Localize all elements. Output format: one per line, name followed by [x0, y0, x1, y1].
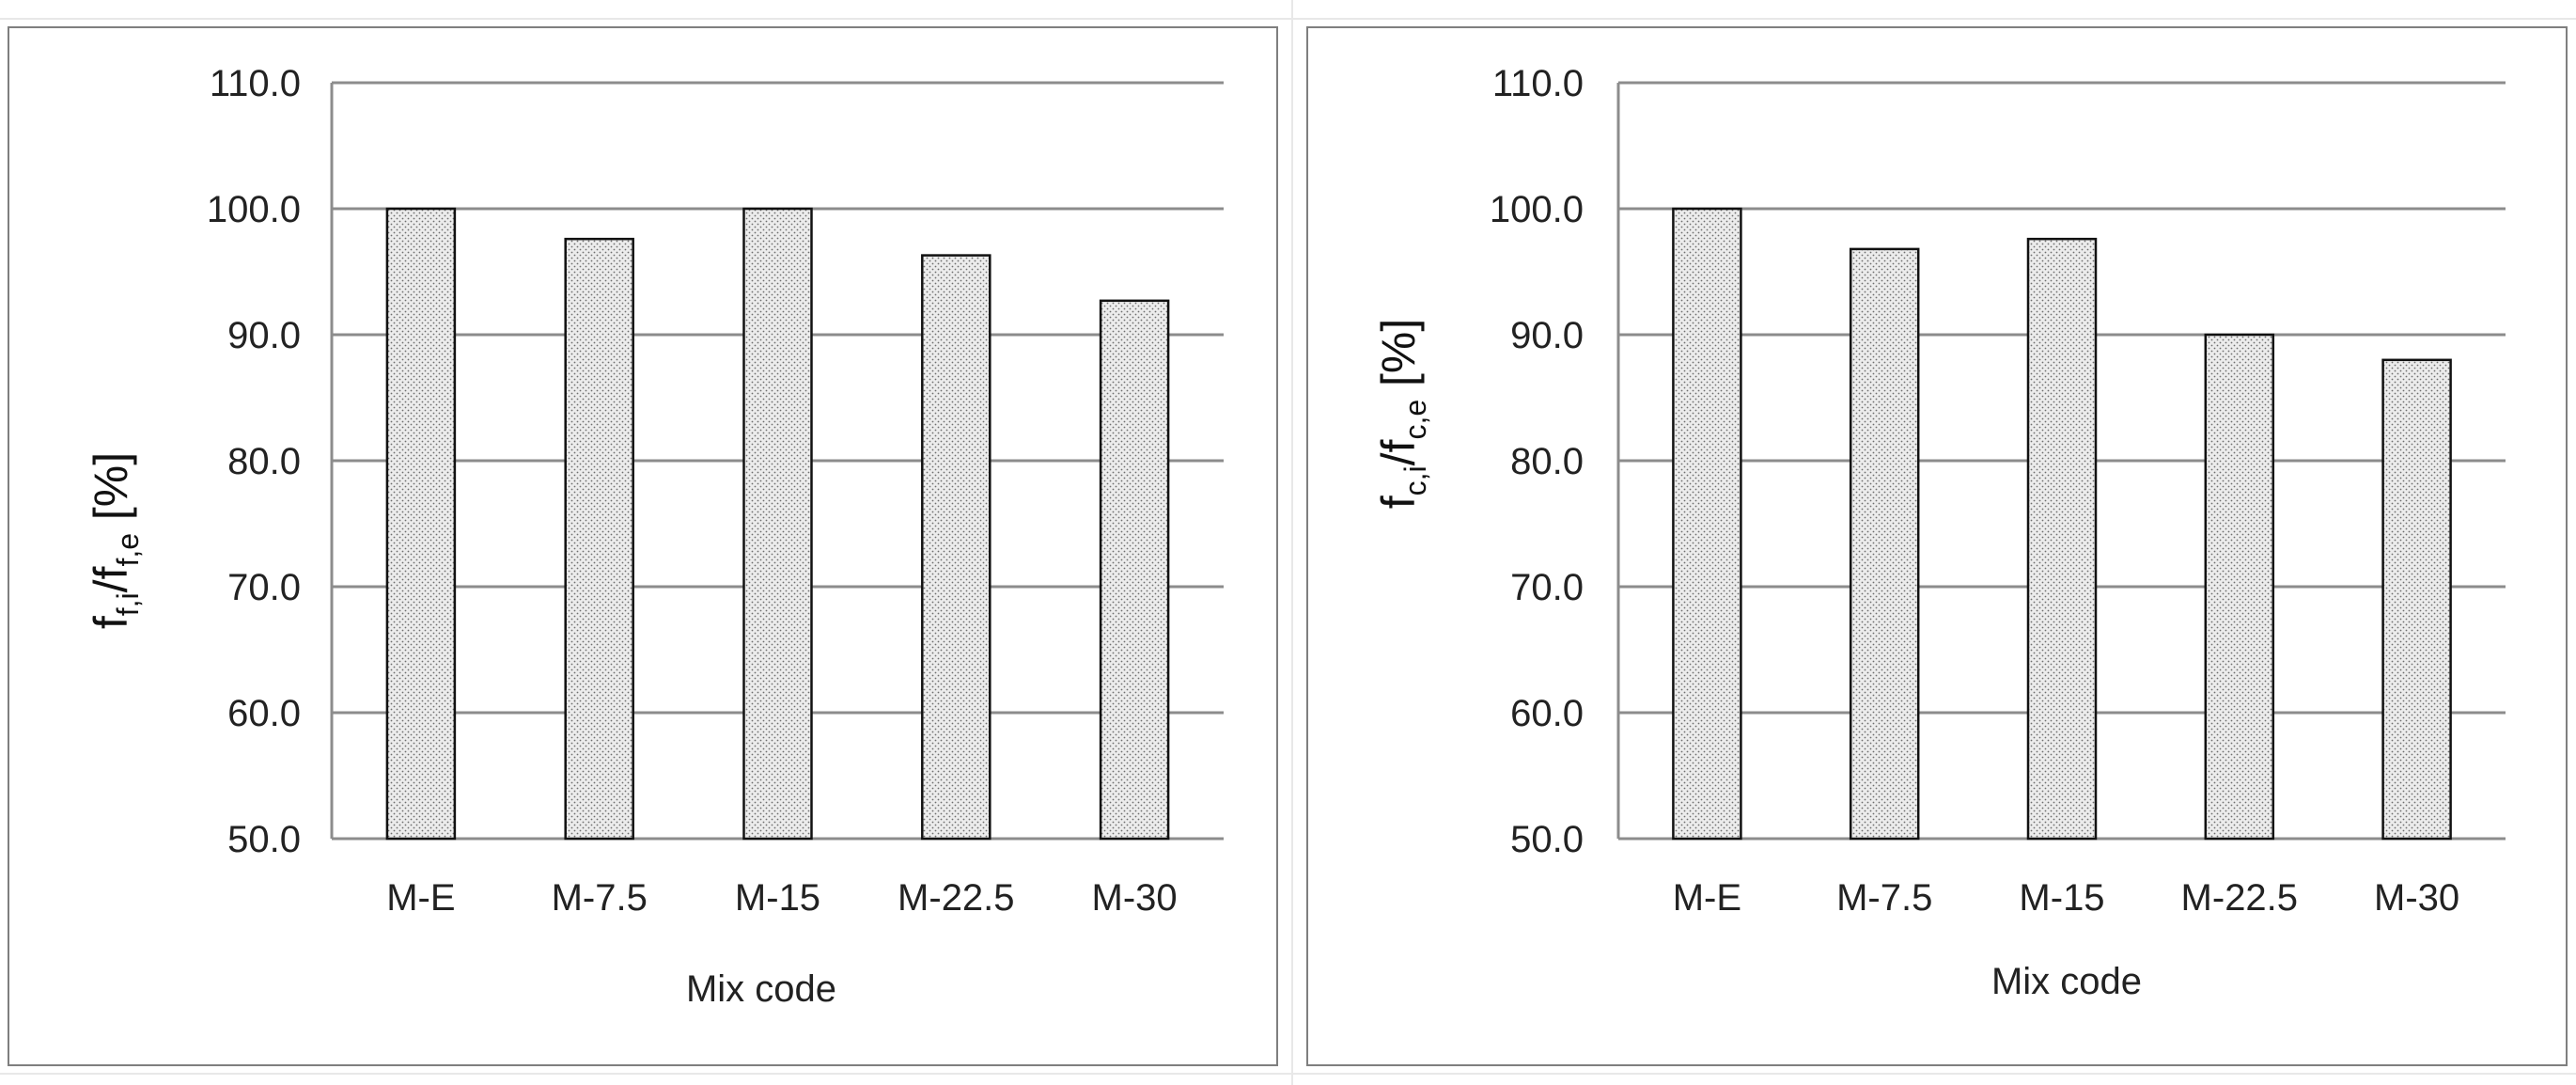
y-axis-title-sub2: f,e: [111, 533, 145, 567]
x-tick-label: M-E: [386, 877, 455, 919]
y-tick-label: 60.0: [227, 693, 301, 734]
bar-m-22-5: [2204, 333, 2275, 841]
chart-panel-left: 50.0 60.0 70.0 80.0 90.0 100.0 110.0 M-E M-7.5 M…: [8, 26, 1278, 1066]
y-axis-title-sub1: c,i: [1398, 465, 1432, 495]
y-tick-label: 110.0: [210, 63, 301, 104]
x-axis-title: Mix code: [686, 968, 836, 1010]
y-axis-title-sub2: c,e: [1398, 400, 1432, 440]
y-axis-title-base1: f: [1372, 495, 1425, 509]
x-tick-label: M-15: [735, 877, 820, 919]
y-axis-title-sub1: f,i: [111, 592, 145, 616]
bar-m-7-5: [1849, 247, 1920, 841]
x-tick-label: M-22.5: [898, 877, 1015, 919]
y-tick-label: 90.0: [1510, 315, 1584, 356]
y-axis-title-slash: /: [85, 579, 137, 592]
y-axis-title: ff,i/ff,e [%]: [85, 452, 145, 629]
bar-m-30: [1099, 299, 1170, 841]
y-axis-title-base1: f: [85, 616, 137, 629]
y-axis-title-base2: f: [1372, 439, 1425, 452]
y-tick-label: 80.0: [1510, 441, 1584, 482]
y-tick-label: 100.0: [1490, 189, 1584, 230]
y-axis-title: fc,i/fc,e [%]: [1372, 319, 1432, 510]
bar-m-22-5: [921, 254, 991, 841]
x-tick-label: M-30: [2374, 877, 2459, 919]
y-tick-label: 100.0: [207, 189, 301, 230]
bar-m-30: [2381, 358, 2452, 841]
y-tick-label: 70.0: [227, 567, 301, 608]
y-tick-label: 70.0: [1510, 567, 1584, 608]
chart-right: 50.0 60.0 70.0 80.0 90.0 100.0 110.0 M-E M-7.5 M…: [1372, 63, 2506, 1002]
bar-m-15: [2026, 237, 2098, 841]
x-tick-label: M-15: [2019, 877, 2104, 919]
x-tick-label: M-30: [1092, 877, 1178, 919]
bar-m-15: [742, 207, 813, 841]
x-tick-label: M-E: [1673, 877, 1741, 919]
x-tick-label: M-22.5: [2181, 877, 2299, 919]
y-tick-label: 60.0: [1510, 693, 1584, 734]
x-tick-label: M-7.5: [552, 877, 648, 919]
y-axis-title-slash: /: [1372, 452, 1425, 465]
y-axis-title-base2: f: [85, 566, 137, 579]
x-axis-title: Mix code: [1991, 961, 2142, 1002]
y-tick-label: 50.0: [227, 819, 301, 860]
y-tick-label: 80.0: [227, 441, 301, 482]
y-tick-label: 90.0: [227, 315, 301, 356]
bar-m-e: [385, 207, 457, 841]
y-axis-title-unit: [%]: [85, 452, 137, 533]
x-tick-label: M-7.5: [1836, 877, 1932, 919]
bar-m-e: [1672, 207, 1742, 841]
chart-left: 50.0 60.0 70.0 80.0 90.0 100.0 110.0 M-E M-7.5 M…: [85, 63, 1224, 1010]
y-axis-title-unit: [%]: [1372, 319, 1425, 400]
bar-m-7-5: [564, 237, 634, 841]
chart-panel-right: 50.0 60.0 70.0 80.0 90.0 100.0 110.0 M-E M-7.5 M…: [1306, 26, 2568, 1066]
y-tick-label: 50.0: [1510, 819, 1584, 860]
y-tick-label: 110.0: [1492, 63, 1584, 104]
